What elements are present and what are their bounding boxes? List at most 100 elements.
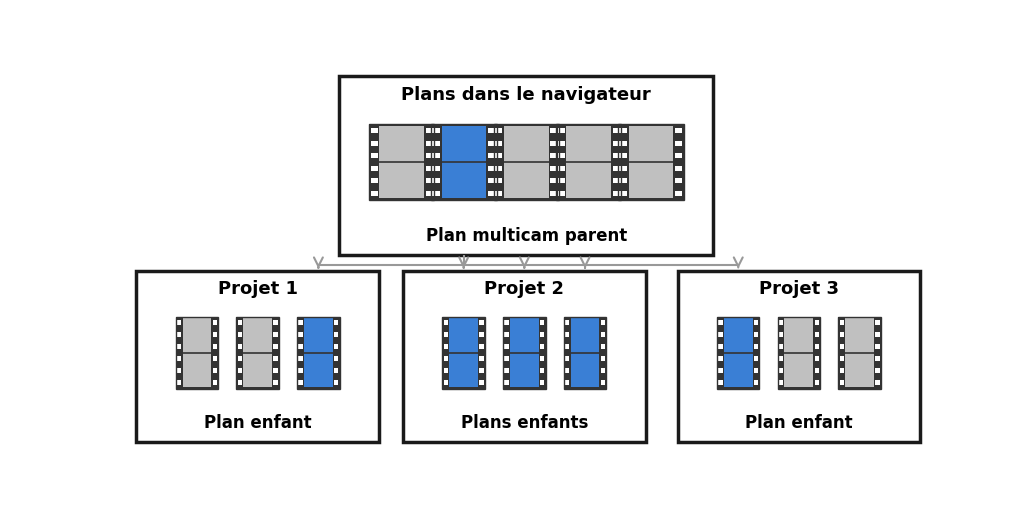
Bar	[814, 320, 819, 325]
Bar	[443, 317, 485, 389]
Bar	[814, 344, 819, 349]
Bar	[571, 318, 600, 387]
Bar	[449, 318, 479, 387]
Bar	[718, 380, 723, 385]
Bar	[237, 380, 242, 385]
Bar	[442, 126, 486, 198]
Bar	[488, 191, 495, 196]
Bar	[444, 320, 448, 325]
Bar	[565, 320, 569, 325]
Bar	[840, 332, 844, 337]
Bar	[717, 317, 760, 389]
Bar	[243, 318, 272, 387]
Bar	[556, 124, 621, 199]
Bar	[840, 356, 844, 361]
Bar	[504, 332, 508, 337]
Bar	[480, 380, 484, 385]
Bar	[601, 344, 605, 349]
Bar	[177, 380, 182, 385]
Bar	[273, 332, 277, 337]
Bar	[718, 368, 723, 373]
Bar	[334, 320, 339, 325]
Bar	[565, 368, 569, 373]
Bar	[213, 332, 217, 337]
Bar	[620, 191, 626, 196]
Text: Plan enfant: Plan enfant	[746, 414, 852, 432]
Bar	[177, 356, 182, 361]
Bar	[754, 332, 758, 337]
Bar	[488, 166, 495, 171]
Bar	[480, 332, 484, 337]
Bar	[488, 140, 495, 146]
Bar	[717, 317, 760, 389]
Bar	[433, 153, 440, 159]
Bar	[540, 380, 544, 385]
Bar	[558, 166, 565, 171]
Bar	[334, 356, 339, 361]
Bar	[540, 356, 544, 361]
Bar	[236, 317, 279, 389]
Bar	[433, 140, 440, 146]
Bar	[379, 126, 424, 198]
Bar	[433, 178, 440, 183]
Bar	[371, 128, 378, 133]
Bar	[504, 344, 508, 349]
Bar	[564, 317, 606, 389]
Bar	[838, 317, 881, 389]
Bar	[480, 344, 484, 349]
Bar	[620, 166, 626, 171]
Bar	[213, 344, 217, 349]
Bar	[334, 368, 339, 373]
Bar	[504, 380, 508, 385]
Bar	[718, 344, 723, 349]
Bar	[273, 344, 277, 349]
Bar	[369, 124, 434, 199]
Bar	[565, 380, 569, 385]
Bar	[444, 380, 448, 385]
Bar	[504, 126, 548, 198]
Bar	[875, 380, 880, 385]
Bar	[875, 332, 880, 337]
Bar	[785, 318, 813, 387]
Bar	[444, 344, 448, 349]
Bar	[237, 356, 242, 361]
Bar	[177, 332, 182, 337]
Bar	[718, 356, 723, 361]
Bar	[431, 124, 497, 199]
Bar	[675, 166, 682, 171]
Bar	[426, 166, 432, 171]
Bar	[754, 368, 758, 373]
Bar	[564, 317, 606, 389]
Bar	[177, 368, 182, 373]
Bar	[480, 356, 484, 361]
Bar	[550, 128, 558, 133]
Bar	[237, 320, 242, 325]
Bar	[176, 317, 219, 389]
Text: Projet 2: Projet 2	[485, 280, 565, 298]
Bar	[601, 380, 605, 385]
Bar	[495, 191, 502, 196]
Bar	[550, 178, 558, 183]
Bar	[503, 317, 545, 389]
Bar	[840, 320, 844, 325]
Bar	[213, 320, 217, 325]
Bar	[565, 356, 569, 361]
Bar	[718, 320, 723, 325]
Bar	[875, 368, 880, 373]
Bar	[495, 128, 502, 133]
Bar	[304, 318, 333, 387]
Bar	[620, 153, 626, 159]
Bar	[540, 332, 544, 337]
Bar	[778, 368, 784, 373]
Bar	[777, 317, 821, 389]
Bar	[213, 356, 217, 361]
Bar	[504, 356, 508, 361]
Bar	[550, 140, 558, 146]
Bar	[433, 166, 440, 171]
Text: Plans enfants: Plans enfants	[461, 414, 588, 432]
Bar	[840, 344, 844, 349]
Bar	[426, 128, 432, 133]
Bar	[504, 368, 508, 373]
Bar	[334, 380, 339, 385]
Bar	[613, 128, 619, 133]
